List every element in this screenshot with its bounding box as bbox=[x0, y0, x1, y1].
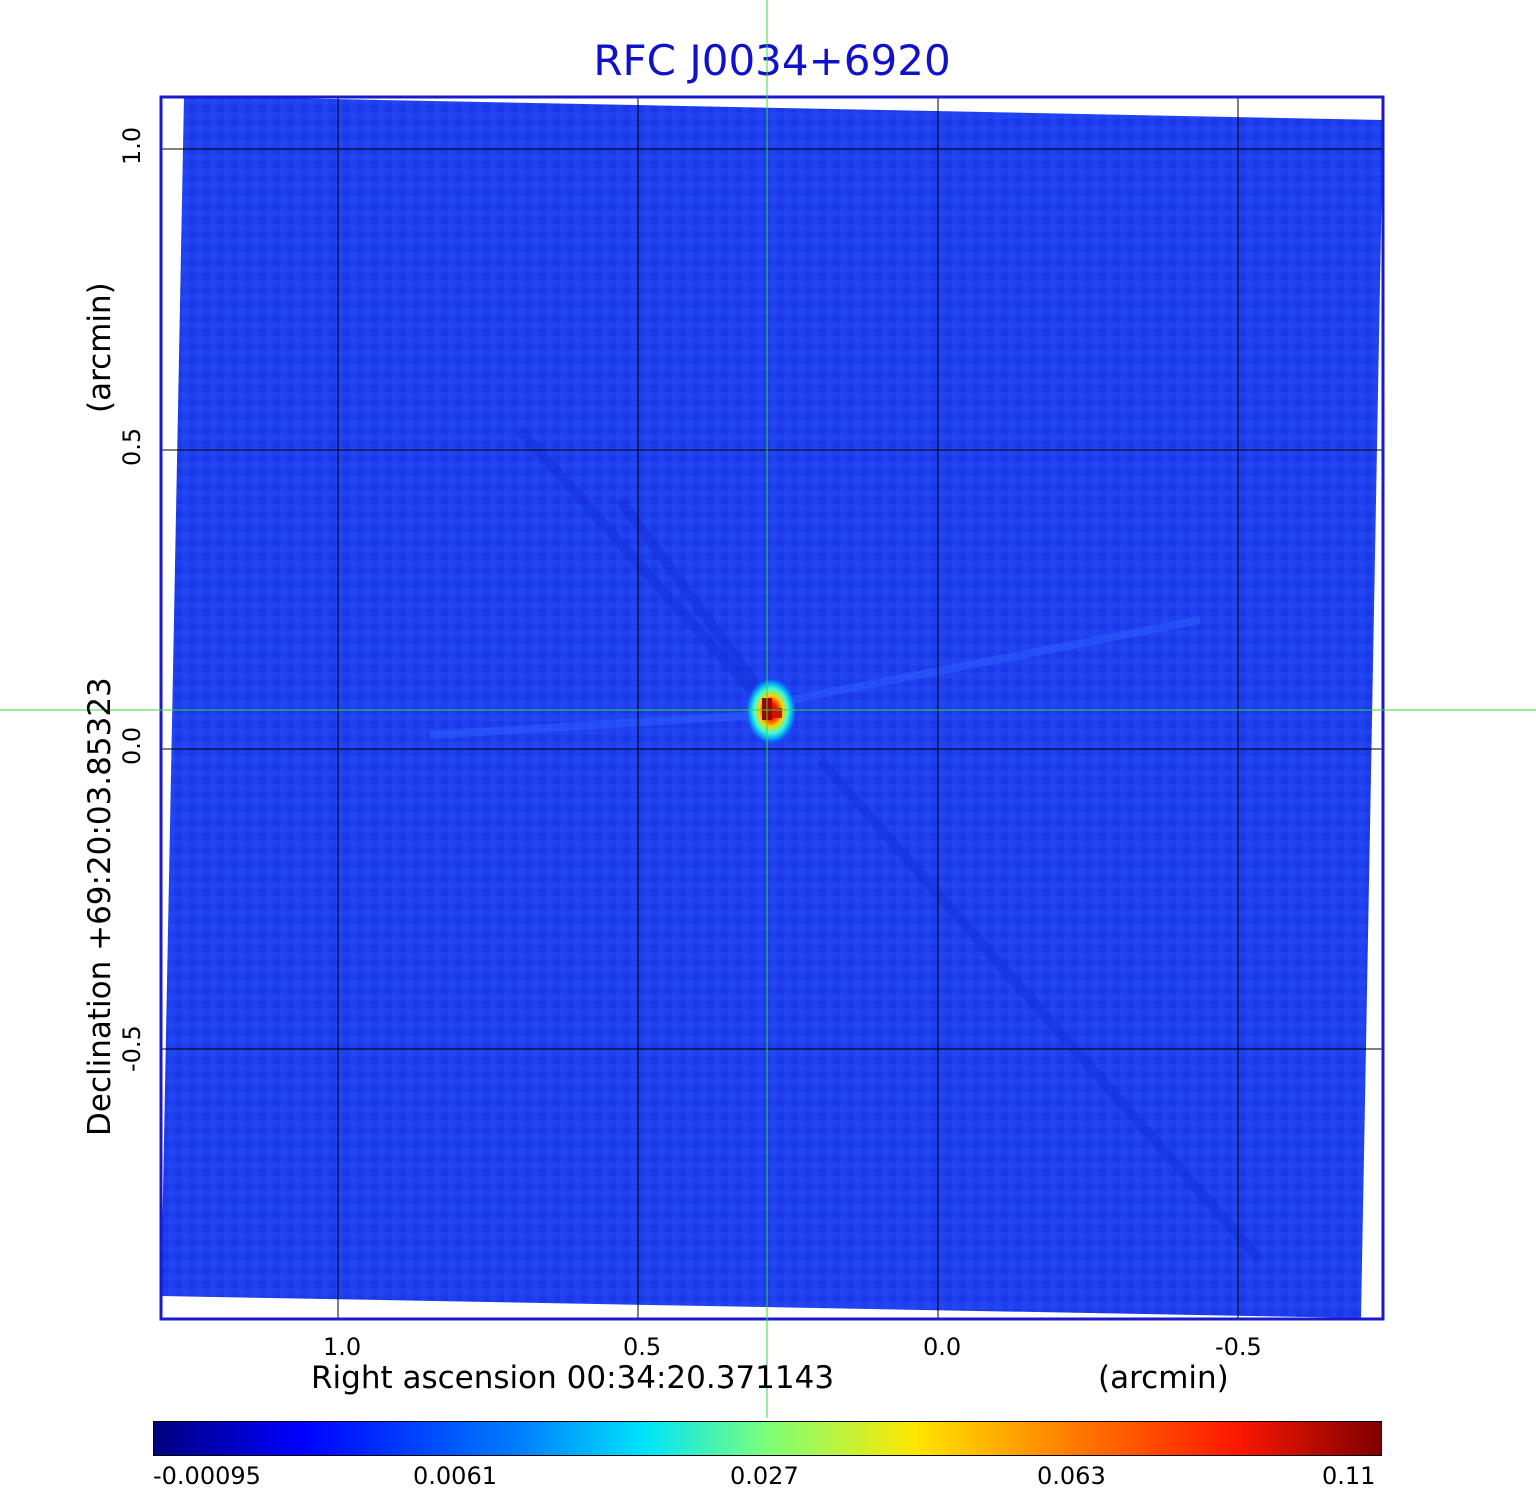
x-axis-label: Right ascension 00:34:20.371143 bbox=[311, 1360, 835, 1396]
colorbar-label: 0.027 bbox=[730, 1462, 799, 1490]
colorbar-label: 0.11 bbox=[1322, 1462, 1376, 1490]
sky-image bbox=[0, 0, 1536, 1418]
colorbar-label: 0.063 bbox=[1037, 1462, 1106, 1490]
crosshair bbox=[0, 0, 1536, 1418]
coordinate-grid bbox=[161, 97, 1383, 1318]
y-tick-label: 0.5 bbox=[118, 427, 146, 466]
y-tick-label: 0.0 bbox=[118, 726, 146, 765]
y-tick-label: -0.5 bbox=[118, 1025, 146, 1072]
colorbar bbox=[153, 1421, 1382, 1456]
x-tick-label: 1.0 bbox=[323, 1333, 362, 1361]
y-axis-unit: (arcmin) bbox=[82, 282, 118, 413]
x-tick-label: 0.0 bbox=[923, 1333, 962, 1361]
plot-title: RFC J0034+6920 bbox=[593, 36, 951, 85]
x-axis-unit: (arcmin) bbox=[1098, 1360, 1229, 1396]
x-tick-label: 0.5 bbox=[623, 1333, 662, 1361]
x-tick-label: -0.5 bbox=[1215, 1333, 1262, 1361]
y-axis-label: Declination +69:20:03.85323 bbox=[82, 677, 118, 1136]
colorbar-label: -0.00095 bbox=[153, 1462, 261, 1490]
colorbar-label: 0.0061 bbox=[413, 1462, 497, 1490]
plot-frame bbox=[159, 95, 1385, 1321]
y-tick-label: 1.0 bbox=[118, 126, 146, 165]
artifact-streaks bbox=[516, 426, 1264, 1264]
